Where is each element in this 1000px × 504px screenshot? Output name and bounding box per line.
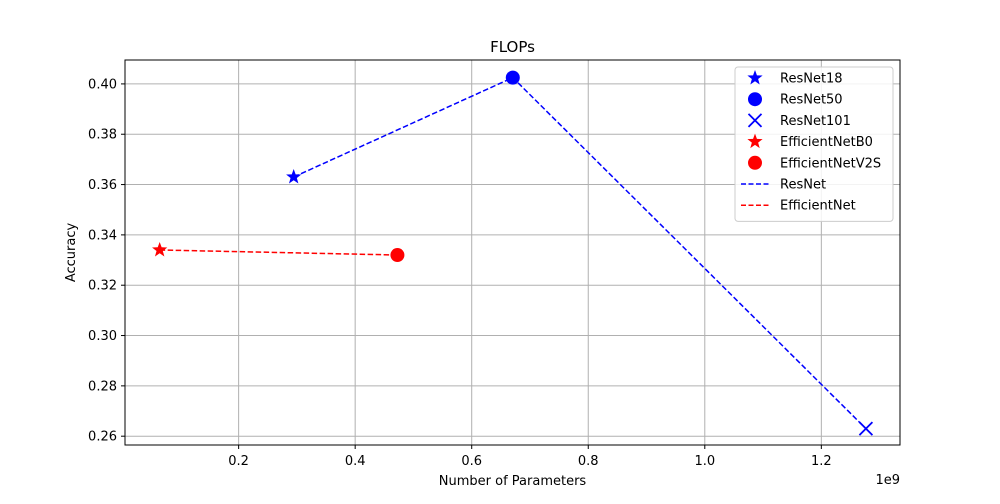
x-tick-label: 1.2	[811, 454, 832, 469]
legend-item: EfficientNetB0	[747, 133, 873, 150]
point-resnet50	[505, 70, 520, 85]
series-line-efficientnet	[159, 249, 398, 256]
legend-box	[734, 66, 894, 222]
legend-item: EfficientNet	[741, 199, 856, 214]
point-efficientnetv2s	[390, 248, 405, 263]
point-resnet101	[858, 421, 874, 436]
y-tick-label: 0.26	[88, 430, 117, 445]
x-tick-label: 0.2	[228, 454, 249, 469]
x-tick-label: 1.0	[694, 454, 715, 469]
plot-frame	[124, 59, 901, 446]
legend-marker	[748, 92, 762, 107]
x-tick-label: 0.4	[345, 454, 366, 469]
y-tick-label: 0.30	[88, 329, 117, 344]
legend-label: EfficientNetB0	[780, 135, 873, 150]
x-axis-offset-label: 1e9	[875, 473, 900, 488]
legend-label: ResNet18	[780, 72, 843, 87]
y-tick-label: 0.34	[88, 228, 117, 243]
data-points	[152, 70, 874, 436]
y-tick-label: 0.32	[88, 279, 117, 294]
legend-marker	[747, 70, 763, 85]
legend-label: ResNet	[780, 178, 826, 193]
legend-item: ResNet18	[747, 70, 843, 87]
legend-item: ResNet	[741, 178, 826, 193]
legend-marker	[747, 133, 763, 149]
chart-title: FLOPs	[490, 38, 535, 56]
legend-marker	[747, 113, 763, 128]
legend-label: EfficientNet	[780, 199, 856, 214]
legend-label: ResNet101	[780, 114, 851, 129]
x-axis-label: Number of Parameters	[439, 474, 587, 489]
y-axis-label: Accuracy	[64, 223, 79, 283]
point-resnet18	[286, 169, 302, 184]
y-tick-label: 0.40	[88, 77, 117, 92]
legend: ResNet18 ResNet50 ResNet101 EfficientNetB0 E…	[734, 66, 894, 222]
x-tick-label: 0.8	[578, 454, 599, 469]
legend-item: EfficientNetV2S	[748, 155, 881, 171]
y-tick-label: 0.38	[88, 128, 117, 143]
x-tick-label: 0.6	[461, 454, 482, 469]
legend-label: EfficientNetV2S	[780, 156, 881, 171]
y-tick-label: 0.36	[88, 178, 117, 193]
legend-item: ResNet101	[747, 113, 851, 129]
legend-label: ResNet50	[780, 93, 843, 108]
point-efficientnetb0	[152, 241, 168, 257]
x-axis-ticks: 0.2 0.4 0.6 0.8 1.0 1.2	[228, 445, 832, 469]
y-tick-label: 0.28	[88, 379, 117, 394]
y-axis-ticks: 0.26 0.28 0.30 0.32 0.34 0.36 0.38 0.40	[88, 77, 125, 445]
legend-item: ResNet50	[748, 92, 843, 108]
legend-marker	[748, 155, 762, 170]
